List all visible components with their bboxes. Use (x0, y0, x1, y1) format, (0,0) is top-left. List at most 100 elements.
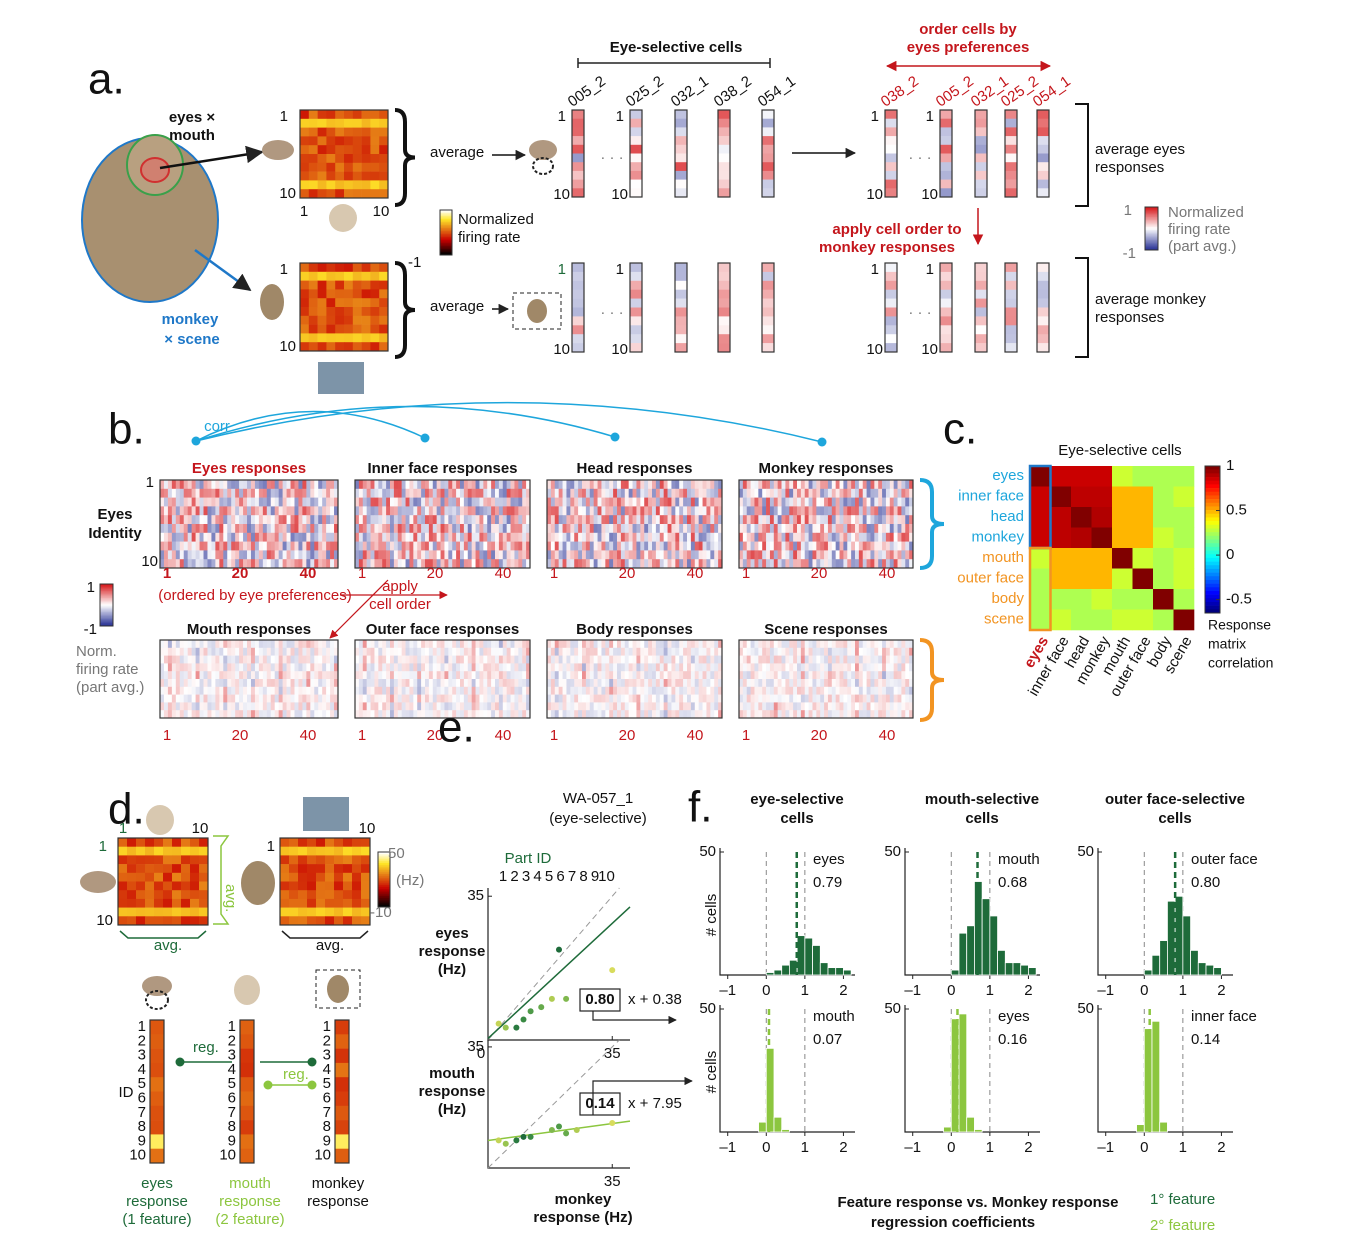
heatmap-cell (362, 550, 367, 560)
heatmap-cell (282, 497, 287, 507)
axis-label: # cells (703, 894, 720, 937)
colorbar-tick: 0 (1226, 546, 1234, 563)
heatmap-cell (502, 647, 507, 656)
matrix-cell (1030, 466, 1051, 487)
heatmap-cell (307, 864, 317, 874)
heatmap-cell (897, 506, 902, 516)
heatmap-cell (572, 316, 585, 326)
heatmap-cell (706, 655, 711, 664)
heatmap-cell (690, 686, 696, 695)
heatmap-cell (352, 881, 362, 891)
heatmap-cell (397, 686, 402, 695)
heatmap-cell (632, 686, 637, 695)
heatmap-cell (897, 532, 902, 542)
heatmap-cell (487, 515, 492, 525)
heatmap-cell (613, 655, 618, 664)
heatmap-cell (785, 710, 790, 719)
heatmap-cell (215, 506, 220, 516)
heatmap-cell (889, 541, 894, 551)
heatmap-cell (620, 647, 626, 656)
heatmap-cell (358, 497, 364, 507)
heatmap-cell (171, 663, 177, 672)
heatmap-cell (589, 559, 594, 569)
heatmap-cell (318, 671, 323, 680)
heatmap-cell (675, 263, 688, 273)
heatmap-cell (463, 506, 469, 516)
heatmap-cell (593, 506, 598, 516)
heatmap-cell (742, 559, 748, 569)
heatmap-cell (754, 702, 759, 711)
heatmap-cell (766, 640, 771, 649)
heatmap-cell (409, 694, 414, 703)
heatmap-cell (742, 663, 748, 672)
heatmap-cell (491, 694, 496, 703)
colorbar-step (1205, 546, 1220, 551)
heatmap-cell (855, 702, 860, 711)
heatmap-cell (366, 559, 371, 569)
heatmap-cell (839, 541, 844, 551)
y-tick-label: 7 (228, 1104, 236, 1121)
heatmap-cell (578, 497, 583, 507)
heatmap-cell (278, 488, 283, 498)
coefficient: 0.16 (998, 1031, 1027, 1048)
heatmap-cell (397, 532, 402, 542)
bar (765, 972, 775, 976)
heatmap-cell (378, 524, 383, 534)
heatmap-cell (286, 679, 291, 688)
heatmap-cell (370, 136, 380, 146)
label: firing rate (1168, 221, 1231, 238)
heatmap-cell (574, 694, 579, 703)
heatmap-cell (409, 559, 414, 569)
heatmap-cell (679, 559, 684, 569)
heatmap-cell (628, 640, 633, 649)
heatmap-cell (183, 541, 188, 551)
heatmap-cell (175, 541, 181, 551)
heatmap-cell (558, 702, 563, 711)
heatmap-cell (405, 480, 410, 490)
heatmap-cell (314, 532, 319, 542)
heatmap-cell (885, 280, 898, 290)
heatmap-cell (160, 686, 165, 695)
heatmap-cell (636, 663, 641, 672)
heatmap-cell (526, 663, 531, 672)
heatmap-cell (413, 506, 418, 516)
heatmap-cell (294, 524, 299, 534)
heatmap-cell (593, 655, 598, 664)
heatmap-cell (758, 524, 763, 534)
heatmap-cell (808, 480, 813, 490)
heatmap-cell (401, 702, 406, 711)
heatmap-cell (632, 710, 637, 719)
heatmap-cell (558, 710, 563, 719)
heatmap-cell (570, 497, 575, 507)
heatmap-cell (330, 541, 335, 551)
heatmap-cell (769, 541, 775, 551)
heatmap-cell (314, 710, 319, 719)
heatmap-cell (816, 559, 821, 569)
heatmap-cell (145, 916, 155, 926)
heatmap-cell (893, 559, 898, 569)
heatmap-cell (718, 541, 723, 551)
heatmap-cell (289, 838, 299, 847)
bar (1004, 962, 1014, 976)
heatmap-cell (739, 710, 744, 719)
heatmap-cell (773, 679, 778, 688)
heatmap-cell (207, 550, 212, 560)
heatmap-cell (344, 271, 354, 281)
heatmap-cell (769, 655, 775, 664)
heatmap-cell (118, 872, 128, 882)
heatmap-cell (498, 532, 504, 542)
heatmap-cell (739, 671, 744, 680)
heatmap-cell (195, 679, 200, 688)
heatmap-cell (885, 541, 891, 551)
heatmap-cell (522, 710, 527, 719)
axis-label: response (419, 943, 486, 960)
heatmap-cell (718, 550, 723, 560)
heatmap-cell (800, 497, 806, 507)
heatmap-cell (314, 647, 319, 656)
point (495, 1137, 502, 1144)
heatmap-cell (361, 855, 371, 865)
heatmap-cell (843, 541, 848, 551)
y-tick-label: 50 (884, 843, 901, 860)
heatmap-cell (940, 271, 953, 282)
y-tick-label: 10 (921, 341, 938, 358)
